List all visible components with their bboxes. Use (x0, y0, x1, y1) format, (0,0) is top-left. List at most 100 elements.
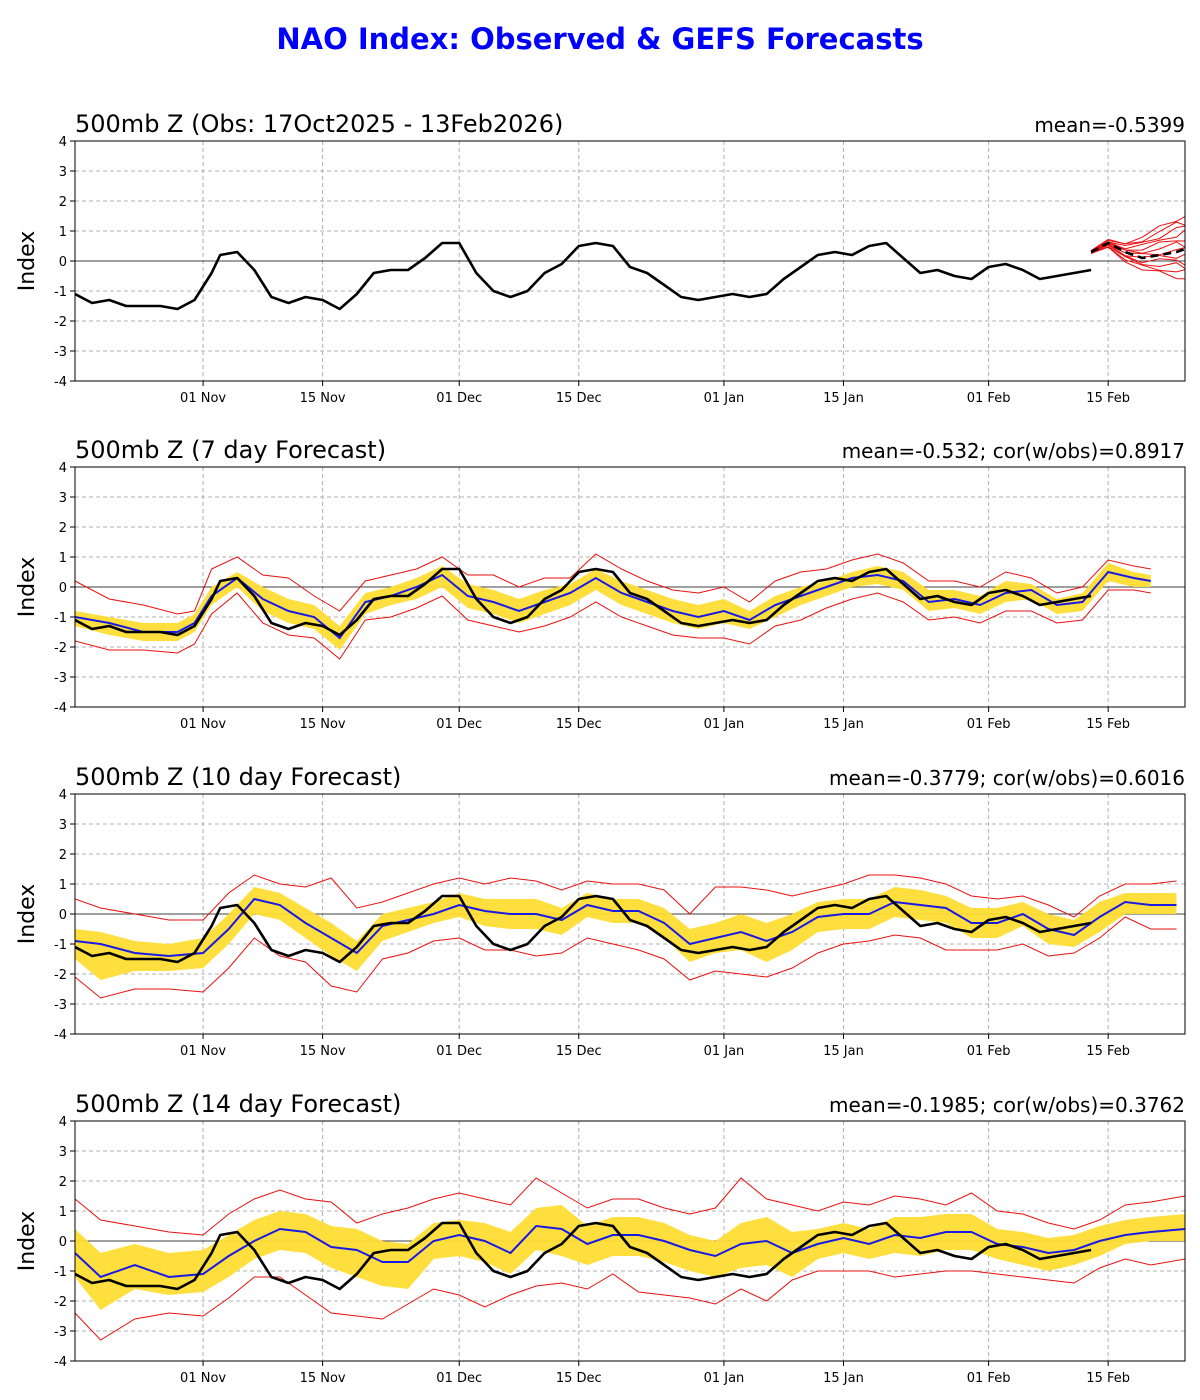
member-min-line (75, 589, 1151, 660)
chart-panel-4: -4 -3 -2 -1 0 1 2 3 4 01 Nov 15 Nov 01 Dec 15 Dec 01 … (15, 1090, 1186, 1386)
y-tick-label: -3 (54, 1325, 67, 1340)
spread-band (75, 1205, 1185, 1310)
y-tick-label: -1 (54, 611, 67, 626)
plot-area (75, 215, 1185, 311)
x-tick-label: 01 Feb (967, 391, 1011, 406)
y-tick-label: 3 (59, 1145, 67, 1160)
x-tick-label: 15 Nov (300, 1044, 346, 1059)
ensemble-mean-line (75, 570, 1151, 640)
y-tick-label: 1 (59, 878, 67, 893)
y-tick-label: 2 (59, 848, 67, 863)
y-tick-label: -3 (54, 671, 67, 686)
y-tick-label: 3 (59, 165, 67, 180)
x-tick-label: 15 Jan (823, 1044, 864, 1059)
ensemble-mean-line (75, 897, 1177, 958)
x-tick-label: 01 Jan (704, 391, 745, 406)
y-tick-label: 4 (59, 1115, 67, 1130)
chart-panel-1: -4 -3 -2 -1 0 1 2 3 4 01 Nov 15 Nov 01 Dec 15 Dec 01 … (15, 110, 1186, 406)
observed-line (75, 894, 1092, 964)
y-tick-label: -1 (54, 285, 67, 300)
observed-line (75, 241, 1092, 311)
y-tick-label: -4 (54, 1355, 67, 1370)
panel-title: 500mb Z (10 day Forecast) (75, 763, 401, 791)
y-tick-label: 2 (59, 521, 67, 536)
forecast-mean-line (1090, 241, 1185, 260)
spread-band (75, 563, 1151, 650)
y-tick-label: -4 (54, 375, 67, 390)
plot-area (75, 553, 1151, 660)
member-max-line (75, 874, 1177, 921)
x-tick-label: 15 Feb (1086, 1044, 1130, 1059)
x-tick-label: 15 Dec (556, 1044, 602, 1059)
figure-title: NAO Index: Observed & GEFS Forecasts (276, 22, 924, 56)
y-axis-label: Index (15, 231, 40, 292)
y-tick-label: 1 (59, 1205, 67, 1220)
x-tick-label: 15 Feb (1086, 1371, 1130, 1386)
y-tick-label: 1 (59, 551, 67, 566)
y-tick-label: 0 (59, 255, 67, 270)
y-tick-label: 1 (59, 225, 67, 240)
x-tick-label: 15 Feb (1086, 717, 1130, 732)
x-tick-label: 01 Dec (436, 1371, 482, 1386)
member-max-line (75, 553, 1151, 615)
x-tick-label: 01 Nov (180, 391, 226, 406)
member-min-line (75, 916, 1177, 999)
x-tick-label: 15 Nov (300, 391, 346, 406)
y-tick-label: 2 (59, 1175, 67, 1190)
x-tick-label: 15 Jan (823, 717, 864, 732)
y-tick-label: 4 (59, 788, 67, 803)
member-min-line (75, 1258, 1185, 1341)
panel-stat: mean=-0.5399 (1034, 113, 1185, 137)
x-tick-label: 01 Jan (704, 717, 745, 732)
y-tick-label: -4 (54, 701, 67, 716)
member-max-line (75, 1177, 1185, 1236)
y-tick-label: -1 (54, 1265, 67, 1280)
panel-title: 500mb Z (7 day Forecast) (75, 436, 386, 464)
plot-area (75, 1177, 1185, 1341)
y-tick-label: -3 (54, 998, 67, 1013)
x-tick-label: 15 Feb (1086, 391, 1130, 406)
y-tick-label: -2 (54, 641, 67, 656)
observed-line (75, 1221, 1092, 1291)
y-tick-label: 2 (59, 195, 67, 210)
x-tick-label: 01 Nov (180, 717, 226, 732)
x-tick-label: 15 Nov (300, 1371, 346, 1386)
y-tick-label: 0 (59, 581, 67, 596)
forecast-member-line (1090, 215, 1185, 251)
y-tick-label: -2 (54, 1295, 67, 1310)
y-tick-label: 0 (59, 1235, 67, 1250)
x-tick-label: 15 Dec (556, 1371, 602, 1386)
x-tick-label: 15 Dec (556, 391, 602, 406)
forecast-member-line (1090, 246, 1185, 273)
y-tick-label: 0 (59, 908, 67, 923)
x-tick-label: 01 Feb (967, 1044, 1011, 1059)
x-tick-label: 01 Dec (436, 717, 482, 732)
ensemble-mean-line (75, 1224, 1185, 1279)
y-tick-label: -2 (54, 968, 67, 983)
panel-title: 500mb Z (Obs: 17Oct2025 - 13Feb2026) (75, 110, 563, 138)
y-tick-label: 4 (59, 461, 67, 476)
observed-line (75, 567, 1092, 637)
x-tick-label: 15 Dec (556, 717, 602, 732)
x-tick-label: 01 Nov (180, 1044, 226, 1059)
spread-band (75, 887, 1177, 980)
y-tick-label: 4 (59, 135, 67, 150)
x-tick-label: 01 Jan (704, 1371, 745, 1386)
x-tick-label: 15 Jan (823, 1371, 864, 1386)
forecast-member-line (1090, 221, 1185, 252)
y-axis-label: Index (15, 884, 40, 945)
y-tick-label: -3 (54, 345, 67, 360)
x-tick-label: 01 Nov (180, 1371, 226, 1386)
chart-panel-2: -4 -3 -2 -1 0 1 2 3 4 01 Nov 15 Nov 01 Dec 15 Dec 01 … (15, 436, 1186, 732)
y-tick-label: -2 (54, 315, 67, 330)
y-tick-label: -4 (54, 1028, 67, 1043)
x-tick-label: 15 Nov (300, 717, 346, 732)
y-tick-label: 3 (59, 818, 67, 833)
y-axis-label: Index (15, 1211, 40, 1272)
panel-stat: mean=-0.532; cor(w/obs)=0.8917 (842, 439, 1185, 463)
panel-title: 500mb Z (14 day Forecast) (75, 1090, 401, 1118)
panel-stat: mean=-0.3779; cor(w/obs)=0.6016 (829, 766, 1185, 790)
chart-panel-3: -4 -3 -2 -1 0 1 2 3 4 01 Nov 15 Nov 01 Dec 15 Dec 01 … (15, 763, 1186, 1059)
x-tick-label: 01 Jan (704, 1044, 745, 1059)
